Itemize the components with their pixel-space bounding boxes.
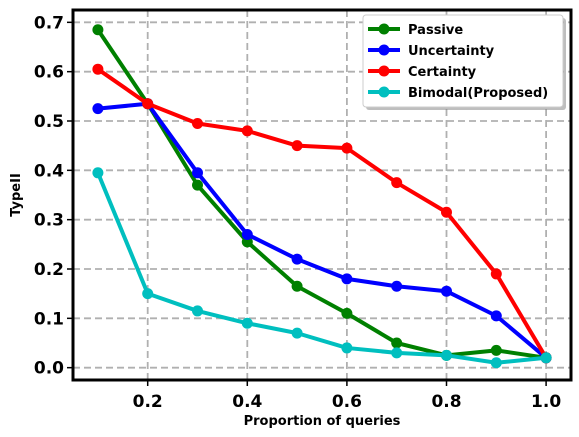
y-tick-label: 0.2 [34,260,64,280]
series-bimodal-proposed [92,167,552,369]
y-axis-label: TypeII [9,173,24,217]
legend-marker [378,44,390,56]
plot-frame [71,8,573,382]
y-tick-label: 0.3 [34,211,64,231]
series-line [96,28,547,360]
y-tick-label: 0.6 [34,63,64,83]
legend: Passive Uncertainty Certainty Bimodal(Propo… [362,14,566,110]
data-point [441,285,452,297]
data-point [92,63,104,75]
data-point [192,167,203,179]
legend-marker [378,65,390,77]
legend-label: Bimodal(Proposed) [408,86,548,101]
data-point [391,347,403,359]
data-point [291,327,303,339]
series-line [96,172,547,365]
data-point [540,352,552,364]
data-point [341,342,353,354]
data-point [241,317,253,329]
data-point [192,179,203,191]
y-tick-label: 0.1 [34,309,64,329]
data-point [192,117,203,129]
data-point [291,140,303,152]
series-uncertainty [92,98,552,364]
data-point [490,344,502,356]
data-point [92,24,104,36]
legend-box [362,14,564,108]
data-point [192,305,203,317]
y-tick-label: 0.5 [34,112,64,132]
data-point [490,268,502,280]
series-line [96,67,548,359]
data-point [291,280,303,292]
x-tick-label: 0.6 [332,392,362,412]
series-line [97,101,548,360]
data-point [341,307,353,319]
tick-group: 0.2 0.4 0.6 0.8 1.0 0.0 0.1 0.2 0.3 0.4 0.5 0.6 0.7 [34,13,561,412]
x-tick-label: 0.2 [133,392,163,412]
y-tick-label: 0.0 [34,359,64,379]
data-point [291,253,303,265]
legend-label: Passive [408,23,463,38]
data-point [441,206,452,218]
data-point [490,310,502,322]
data-point [490,357,502,369]
x-tick-label: 1.0 [531,392,561,412]
x-tick-label: 0.8 [431,392,461,412]
data-point [92,103,104,115]
legend-marker [378,23,390,35]
data-point [341,142,353,154]
data-point [142,288,154,300]
x-tick-label: 0.4 [232,392,262,412]
series-group [92,24,552,369]
y-tick-label: 0.7 [34,13,64,33]
data-point [241,125,253,137]
data-point [92,167,104,179]
data-point [142,98,154,110]
y-tick-label: 0.4 [34,161,64,181]
x-axis-label: Proportion of queries [244,414,401,429]
legend-label: Uncertainty [408,44,495,59]
data-point [441,349,452,361]
data-point [391,337,403,349]
data-point [391,280,403,292]
data-point [341,273,353,285]
legend-label: Certainty [408,65,477,80]
legend-marker [378,86,390,98]
data-point [241,228,253,240]
data-point [391,177,403,189]
